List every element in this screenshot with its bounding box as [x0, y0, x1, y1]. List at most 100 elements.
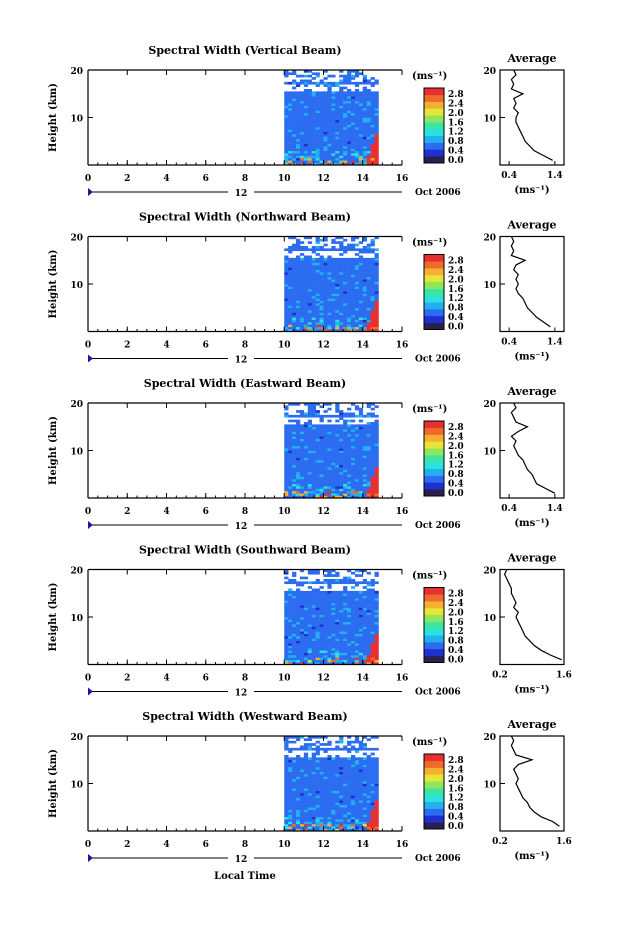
heatmap-cell [335, 129, 340, 133]
heatmap-cell [366, 262, 371, 266]
heatmap-cell [347, 93, 352, 97]
heatmap-cell [370, 276, 375, 280]
heatmap-cell [288, 119, 293, 123]
heatmap-cell [315, 279, 320, 282]
heatmap-cell [288, 429, 293, 432]
heatmap-cell [370, 757, 375, 761]
heatmap-cell [339, 804, 344, 808]
heatmap-cell [327, 153, 332, 156]
heatmap-cell [343, 93, 348, 97]
heatmap-cell [350, 645, 356, 649]
heatmap-cell [335, 262, 340, 266]
heatmap-cell [347, 788, 352, 791]
heatmap-cell [366, 783, 371, 787]
heatmap-cell [358, 162, 364, 166]
heatmap-cell [311, 781, 316, 784]
heatmap-cell [358, 436, 364, 439]
heatmap-cell [299, 774, 305, 777]
heatmap-cell [358, 797, 364, 801]
heatmap-cell [315, 759, 320, 763]
heatmap-cell [299, 110, 305, 114]
heatmap-cell [327, 91, 332, 95]
heatmap-cell [339, 150, 344, 154]
heatmap-cell [292, 317, 297, 320]
heatmap-cell [299, 122, 305, 125]
heatmap-cell [374, 253, 379, 256]
heatmap-cell [296, 590, 301, 594]
heatmap-cell [323, 295, 328, 299]
heatmap-cell [319, 790, 324, 794]
heatmap-cell [343, 476, 348, 480]
heatmap-cell [288, 657, 293, 661]
heatmap-cell [358, 800, 364, 803]
heatmap-cell [315, 260, 320, 263]
heatmap-cell [335, 657, 340, 661]
heatmap-cell [303, 91, 309, 95]
heatmap-cell [358, 100, 364, 104]
heatmap-cell [343, 600, 348, 604]
heatmap-cell [354, 288, 360, 292]
heatmap-cell [311, 138, 316, 142]
heatmap-cell [307, 483, 313, 487]
heatmap-cell [323, 602, 328, 606]
heatmap-cell [335, 795, 340, 799]
heatmap-cell [358, 657, 364, 661]
heatmap-cell [343, 414, 348, 418]
heatmap-cell [335, 757, 340, 761]
heatmap-cell [339, 657, 344, 661]
heatmap-cell [311, 326, 316, 330]
heatmap-cell [319, 614, 324, 618]
heatmap-cell [350, 429, 356, 432]
heatmap-cell [327, 579, 332, 582]
heatmap-cell [323, 279, 328, 282]
heatmap-cell [362, 136, 367, 140]
heatmap-cell [362, 153, 367, 156]
heatmap-cell [331, 279, 336, 282]
heatmap-cell [292, 108, 297, 111]
heatmap-cell [374, 662, 379, 665]
colorbar-tick-label: 1.2 [448, 294, 464, 304]
heatmap-cell [366, 769, 371, 772]
heatmap-cell [311, 640, 316, 644]
heatmap-cell [354, 823, 360, 827]
heatmap-cell [370, 595, 375, 599]
heatmap-cell [374, 117, 379, 121]
heatmap-cell [366, 267, 371, 271]
heatmap-cell [362, 474, 367, 477]
heatmap-cell [335, 800, 340, 803]
heatmap-cell [331, 134, 336, 137]
heatmap-cell [374, 143, 379, 147]
heatmap-cell [358, 607, 364, 611]
heatmap-cell [303, 483, 309, 487]
heatmap-cell [284, 809, 289, 813]
heatmap-cell [362, 609, 367, 613]
heatmap-cell [315, 469, 320, 473]
heatmap-cell [292, 821, 297, 825]
heatmap-cell [343, 778, 348, 782]
heatmap-cell [331, 433, 336, 437]
heatmap-cell [370, 493, 375, 496]
heatmap-cell [292, 609, 297, 613]
heatmap-cell [362, 310, 367, 313]
heatmap-cell [299, 495, 305, 499]
heatmap-cell [296, 738, 301, 742]
heatmap-cell [339, 471, 344, 475]
heatmap-cell [374, 609, 379, 613]
heatmap-cell [354, 612, 360, 615]
heatmap-cell [299, 655, 305, 658]
heatmap-cell [319, 764, 324, 768]
heatmap-cell [292, 146, 297, 149]
heatmap-cell [350, 745, 356, 749]
heatmap-cell [354, 426, 360, 430]
heatmap-cell [311, 81, 316, 85]
heatmap-cell [288, 267, 293, 271]
heatmap-cell [335, 602, 340, 606]
heatmap-cell [343, 652, 348, 656]
heatmap-cell [323, 764, 328, 768]
heatmap-cell [296, 650, 301, 653]
heatmap-cell [354, 445, 360, 449]
heatmap-cell [311, 127, 316, 130]
heatmap-cell [370, 795, 375, 799]
heatmap-cell [358, 93, 364, 97]
heatmap-cell [366, 793, 371, 796]
